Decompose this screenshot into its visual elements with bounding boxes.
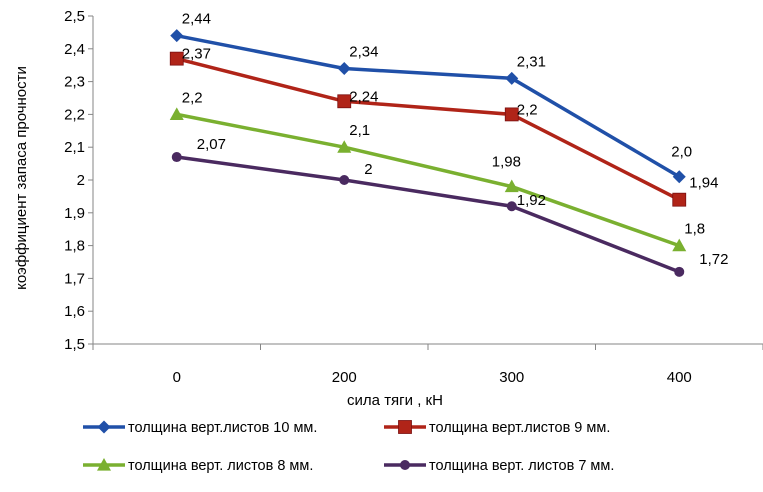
data-label: 1,94 [689, 175, 718, 192]
triangle-point [504, 179, 519, 193]
legend-diamond-marker [97, 420, 111, 434]
y-tick-label: 2,5 [64, 8, 85, 25]
legend-triangle-marker [97, 458, 111, 471]
x-tick-label: 300 [499, 369, 524, 386]
data-label: 2,31 [517, 53, 546, 70]
data-labels: 2,44 2,34 2,31 2,0 2,37 2,24 2,2 1,94 2,2 2,1 1,98… [182, 11, 729, 268]
data-label: 2,44 [182, 11, 211, 28]
x-axis-ticks: 0 200 300 400 [92, 344, 763, 386]
x-tick-label: 0 [173, 369, 181, 386]
data-label: 2 [364, 161, 372, 178]
square-point [337, 94, 352, 109]
y-tick-label: 2 [77, 172, 85, 189]
circle-point [339, 175, 350, 185]
circle-point [674, 266, 685, 277]
circle-point [171, 152, 182, 163]
y-axis-ticks: 1,5 1,6 1,7 1,8 1,9 2 2,1 2,2 2,3 2,4 2,5 [64, 8, 93, 353]
y-tick-label: 1,9 [64, 205, 85, 222]
data-label: 2,0 [671, 144, 692, 161]
circle-point [506, 201, 517, 212]
x-tick-label: 200 [332, 369, 357, 386]
series-line [176, 155, 680, 274]
y-tick-label: 1,8 [64, 238, 85, 255]
data-label: 2,2 [182, 89, 203, 106]
y-tick-label: 1,5 [64, 336, 85, 353]
axes [92, 16, 763, 345]
y-tick-label: 1,7 [64, 270, 85, 287]
square-point [672, 192, 687, 207]
y-axis-title: коэффициент запаса прочности [13, 66, 30, 290]
diamond-point [170, 29, 184, 43]
data-label: 2,24 [349, 88, 378, 105]
legend-label: толщина верт. листов 7 мм. [429, 458, 614, 474]
data-label: 2,34 [349, 43, 378, 60]
triangle-point [337, 140, 352, 153]
diamond-point [505, 71, 519, 85]
diamond-point [337, 61, 351, 75]
square-point [169, 51, 184, 66]
data-label: 1,98 [492, 154, 521, 171]
series-line [176, 112, 680, 248]
y-tick-label: 2,1 [64, 139, 85, 156]
series-line [176, 33, 681, 179]
legend-square-marker [398, 420, 412, 434]
diamond-point [672, 170, 686, 184]
data-label: 2,1 [349, 122, 370, 139]
series-lines [176, 33, 681, 274]
y-tick-label: 2,2 [64, 106, 85, 123]
x-tick-label: 400 [667, 369, 692, 386]
data-label: 1,72 [699, 251, 728, 268]
y-tick-label: 2,3 [64, 74, 85, 91]
triangle-point [169, 107, 184, 120]
data-label: 2,37 [182, 46, 211, 63]
y-tick-label: 2,4 [64, 41, 85, 58]
square-point [504, 107, 519, 122]
data-label: 2,07 [197, 136, 226, 153]
y-tick-label: 1,6 [64, 303, 85, 320]
series-line [176, 56, 681, 202]
legend-label: толщина верт.листов 10 мм. [128, 420, 317, 436]
data-label: 2,2 [517, 101, 538, 118]
triangle-point [672, 238, 687, 252]
legend-label: толщина верт.листов 9 мм. [429, 420, 610, 436]
legend: толщина верт.листов 10 мм. толщина верт.л… [83, 420, 614, 474]
data-label: 1,92 [517, 192, 546, 209]
legend-label: толщина верт. листов 8 мм. [128, 458, 313, 474]
legend-circle-marker [400, 460, 410, 470]
data-label: 1,8 [684, 221, 705, 238]
series-markers [169, 29, 687, 277]
x-axis-title: сила тяги , кН [347, 392, 443, 409]
